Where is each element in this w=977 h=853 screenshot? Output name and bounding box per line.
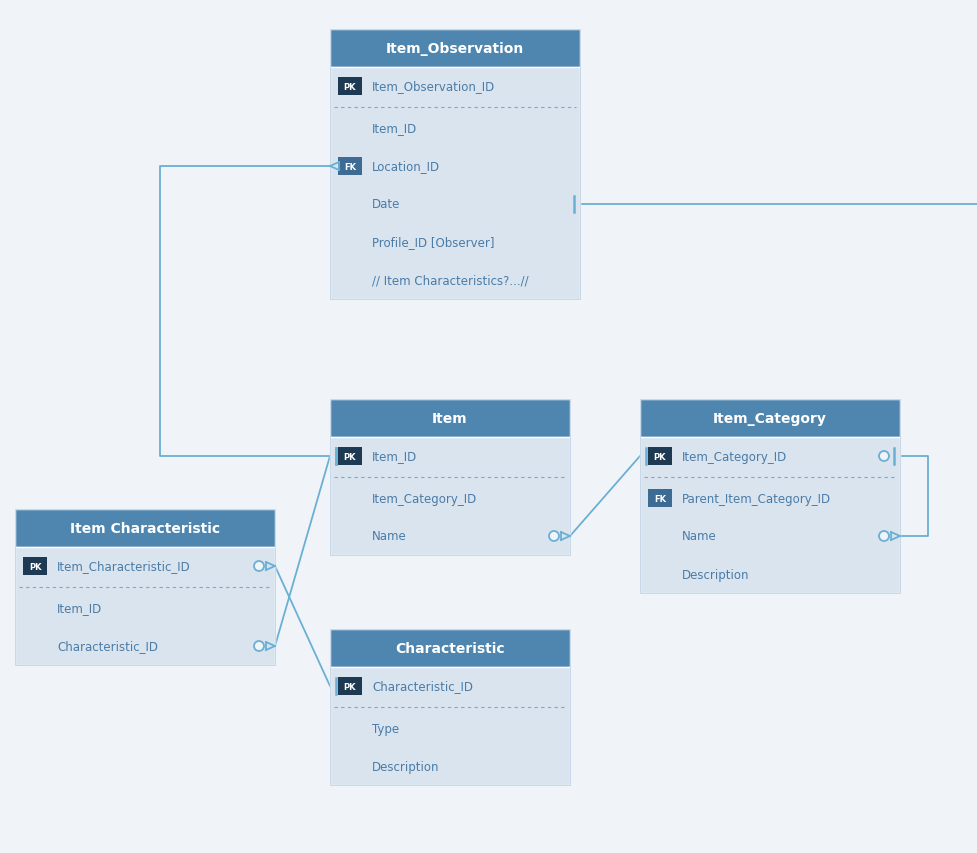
Text: Characteristic: Characteristic xyxy=(395,641,504,655)
Text: Profile_ID [Observer]: Profile_ID [Observer] xyxy=(371,236,494,249)
FancyBboxPatch shape xyxy=(329,30,579,68)
Text: Item_Category: Item_Category xyxy=(712,411,827,426)
FancyBboxPatch shape xyxy=(648,448,671,466)
Text: Description: Description xyxy=(681,568,748,581)
FancyBboxPatch shape xyxy=(338,78,361,96)
Text: // Item Characteristics?...//: // Item Characteristics?...// xyxy=(371,274,529,287)
Text: Item_Characteristic_ID: Item_Characteristic_ID xyxy=(57,560,191,573)
Text: Item_ID: Item_ID xyxy=(57,602,103,615)
Text: PK: PK xyxy=(28,562,41,571)
Text: Item_ID: Item_ID xyxy=(371,450,417,463)
FancyBboxPatch shape xyxy=(639,438,899,594)
Text: Type: Type xyxy=(371,722,399,734)
Text: PK: PK xyxy=(653,452,665,461)
FancyBboxPatch shape xyxy=(15,548,275,665)
Circle shape xyxy=(254,641,264,651)
Text: Name: Name xyxy=(371,530,406,543)
FancyBboxPatch shape xyxy=(329,399,570,438)
FancyBboxPatch shape xyxy=(329,68,579,299)
FancyBboxPatch shape xyxy=(15,509,275,548)
FancyBboxPatch shape xyxy=(338,677,361,695)
Text: Item_ID: Item_ID xyxy=(371,122,417,136)
Text: PK: PK xyxy=(343,83,356,91)
Circle shape xyxy=(878,531,888,542)
FancyBboxPatch shape xyxy=(338,448,361,466)
Text: Description: Description xyxy=(371,760,439,773)
FancyBboxPatch shape xyxy=(23,557,47,575)
FancyBboxPatch shape xyxy=(338,158,361,176)
Text: Characteristic_ID: Characteristic_ID xyxy=(57,640,158,653)
Text: Location_ID: Location_ID xyxy=(371,160,440,173)
Circle shape xyxy=(254,561,264,572)
Text: Parent_Item_Category_ID: Parent_Item_Category_ID xyxy=(681,492,830,505)
Text: Item_Category_ID: Item_Category_ID xyxy=(371,492,477,505)
Circle shape xyxy=(878,451,888,461)
FancyBboxPatch shape xyxy=(329,438,570,555)
Text: PK: PK xyxy=(343,452,356,461)
Circle shape xyxy=(548,531,559,542)
Text: Item_Observation_ID: Item_Observation_ID xyxy=(371,80,494,93)
Text: FK: FK xyxy=(654,494,665,503)
FancyBboxPatch shape xyxy=(329,667,570,785)
Text: Item_Category_ID: Item_Category_ID xyxy=(681,450,786,463)
Text: Item: Item xyxy=(432,411,467,426)
Text: Item Characteristic: Item Characteristic xyxy=(70,521,220,536)
Text: Characteristic_ID: Characteristic_ID xyxy=(371,680,473,693)
FancyBboxPatch shape xyxy=(639,399,899,438)
FancyBboxPatch shape xyxy=(648,490,671,508)
Text: FK: FK xyxy=(344,162,356,171)
Text: PK: PK xyxy=(343,682,356,691)
Text: Date: Date xyxy=(371,198,400,212)
Text: Item_Observation: Item_Observation xyxy=(386,42,524,56)
Text: Name: Name xyxy=(681,530,716,543)
FancyBboxPatch shape xyxy=(329,630,570,667)
